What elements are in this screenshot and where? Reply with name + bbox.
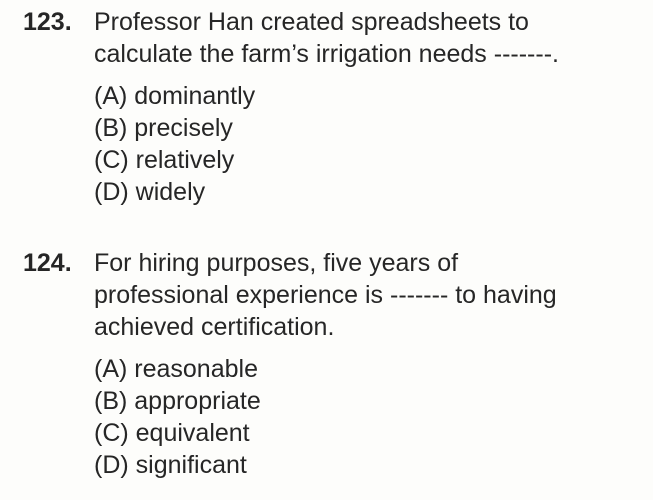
question-header: 123. Professor Han created spreadsheets … (0, 6, 653, 70)
option-d: (D) widely (94, 178, 206, 206)
question-stem: For hiring purposes, five years of profe… (94, 247, 634, 343)
question-number: 123. (23, 8, 72, 36)
stem-line: For hiring purposes, five years of (94, 249, 459, 277)
option-a: (A) dominantly (94, 82, 256, 110)
stem-line: professional experience is ------- to ha… (94, 281, 557, 309)
option-c: (C) relatively (94, 146, 235, 174)
option-b: (B) appropriate (94, 387, 261, 415)
question-header: 124. For hiring purposes, five years of … (0, 247, 653, 343)
option-b: (B) precisely (94, 114, 233, 142)
answer-options: (A) dominantly (B) precisely (C) relativ… (0, 80, 653, 208)
stem-line: achieved certification. (94, 313, 335, 341)
option-c: (C) equivalent (94, 419, 250, 447)
question-123: 123. Professor Han created spreadsheets … (0, 6, 653, 208)
stem-line: Professor Han created spreadsheets to (94, 8, 529, 36)
question-124: 124. For hiring purposes, five years of … (0, 247, 653, 481)
option-d: (D) significant (94, 451, 247, 479)
option-a: (A) reasonable (94, 355, 258, 383)
stem-line: calculate the farm’s irrigation needs --… (94, 40, 559, 68)
answer-options: (A) reasonable (B) appropriate (C) equiv… (0, 353, 653, 481)
question-number: 124. (23, 249, 72, 277)
question-stem: Professor Han created spreadsheets to ca… (94, 6, 634, 70)
